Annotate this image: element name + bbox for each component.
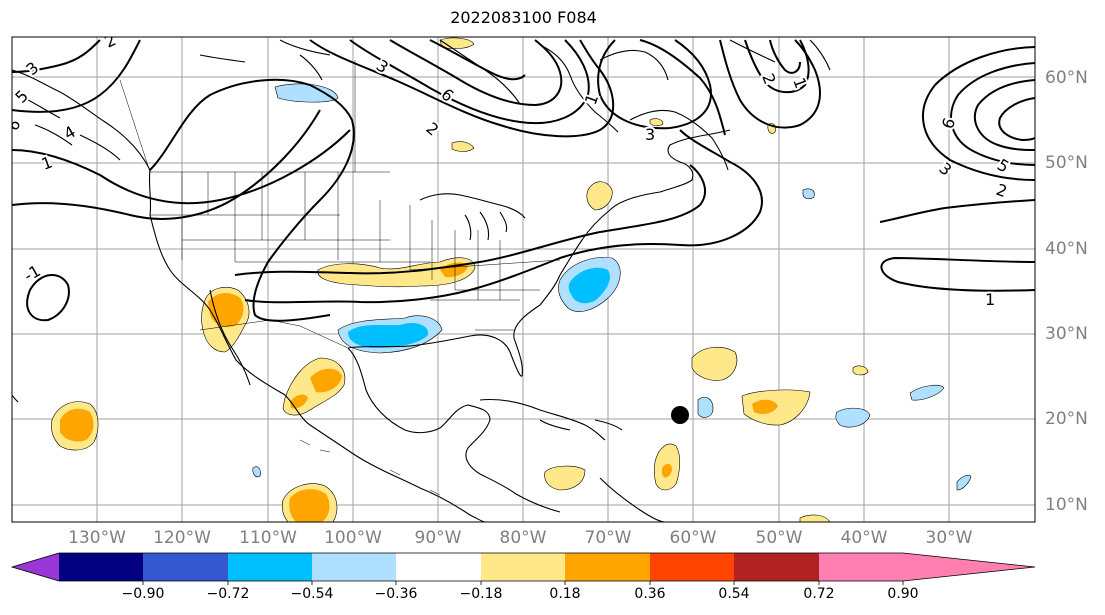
colorbar-bin — [734, 553, 819, 581]
anomaly-positive — [662, 463, 672, 478]
colorbar-bin — [396, 553, 481, 581]
anomaly-negative — [252, 466, 261, 478]
anomaly-negative — [348, 323, 429, 348]
colorbar-bin — [312, 553, 397, 581]
anomaly-positive — [691, 346, 738, 381]
anomaly-negative — [697, 396, 714, 418]
anomaly-positive — [60, 408, 94, 442]
anomaly-positive — [310, 368, 342, 393]
contour-label: 3 — [645, 125, 655, 144]
longitude-label: 80°W — [499, 528, 547, 548]
colorbar-tick-label: −0.72 — [206, 586, 250, 602]
colorbar-tick-label: 0.36 — [634, 586, 666, 602]
colorbar — [10, 552, 1036, 585]
latitude-label: 10°N — [1045, 495, 1088, 515]
latitude-label: 50°N — [1045, 153, 1088, 173]
latitude-label: 60°N — [1045, 68, 1088, 88]
colorbar-tick-label: 0.18 — [549, 586, 581, 602]
state-boundaries — [119, 60, 561, 496]
longitude-label: 70°W — [584, 528, 632, 548]
colorbar-bin — [565, 553, 650, 581]
anomaly-negative — [909, 384, 945, 401]
anomaly-negative — [835, 407, 871, 428]
colorbar-tick-label: 0.72 — [803, 586, 835, 602]
anomaly-positive — [451, 141, 475, 152]
longitude-label: 110°W — [239, 528, 297, 548]
anomaly-positive — [852, 365, 869, 376]
longitude-label: 130°W — [68, 528, 126, 548]
colorbar-tick-label: −0.18 — [459, 586, 503, 602]
longitude-label: 60°W — [669, 528, 717, 548]
anomaly-positive — [586, 181, 613, 211]
colorbar-extend-low — [12, 553, 59, 581]
latitude-label: 30°N — [1045, 324, 1088, 344]
anomaly-positive — [544, 465, 586, 491]
anomaly-negative — [274, 83, 339, 103]
anomaly-positive — [208, 293, 244, 327]
anomaly-positive — [289, 489, 330, 522]
anomaly-positive — [799, 514, 831, 522]
longitude-label: 40°W — [840, 528, 888, 548]
colorbar-tick-label: −0.54 — [290, 586, 334, 602]
anomaly-negative — [956, 474, 972, 491]
longitude-label: 120°W — [153, 528, 211, 548]
longitude-label: 30°W — [925, 528, 973, 548]
anomaly-positive — [649, 118, 664, 127]
colorbar-extend-high — [903, 553, 1035, 581]
colorbar-tick-label: 0.90 — [887, 586, 919, 602]
colorbar-bin — [650, 553, 735, 581]
storm-position-dot — [671, 406, 689, 424]
colorbar-tick-label: −0.36 — [374, 586, 418, 602]
anomaly-positive — [290, 394, 308, 409]
colorbar-bin — [819, 553, 904, 581]
colorbar-tick-label: −0.90 — [121, 586, 165, 602]
map-frame — [11, 36, 1036, 523]
latitude-label: 40°N — [1045, 239, 1088, 259]
colorbar-bin — [481, 553, 566, 581]
anomaly-negative — [568, 267, 610, 304]
colorbar-bin — [228, 553, 313, 581]
longitude-label: 50°W — [755, 528, 803, 548]
anomaly-positive — [752, 399, 778, 414]
contour-label: 1 — [985, 290, 995, 309]
colorbar-bin — [143, 553, 228, 581]
longitude-label: 100°W — [324, 528, 382, 548]
longitude-label: 90°W — [414, 528, 462, 548]
colorbar-tick-label: 0.54 — [718, 586, 750, 602]
map-title: 2022083100 F084 — [450, 8, 597, 27]
anomaly-negative — [802, 188, 815, 200]
colorbar-bin — [59, 553, 144, 581]
latitude-label: 20°N — [1045, 409, 1088, 429]
contours — [12, 39, 1035, 322]
